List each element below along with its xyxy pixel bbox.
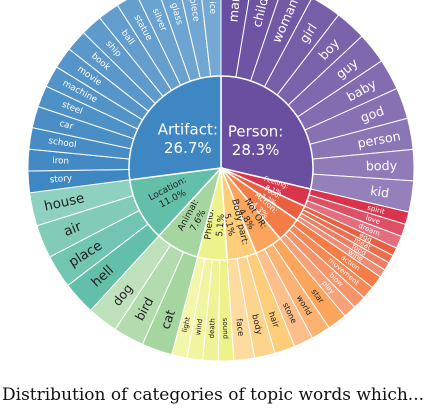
outer-label-car: car bbox=[58, 119, 74, 132]
inner-percent-pheno: 5.1% bbox=[215, 213, 227, 237]
outer-label-ice: ice bbox=[207, 1, 218, 14]
outer-label-death: death bbox=[208, 318, 217, 339]
outer-label-wind: wind bbox=[194, 318, 204, 335]
outer-label-body: body bbox=[250, 313, 264, 335]
figure-caption: Distribution of categories of topic word… bbox=[2, 385, 425, 405]
sunburst-chart: man childwomangirlboyguybabygodpersonbody… bbox=[27, 0, 415, 362]
inner-slice-artifact bbox=[128, 75, 222, 181]
inner-label-artifact: Artifact: bbox=[158, 121, 218, 139]
outer-label-air: air bbox=[61, 218, 84, 240]
inner-slice-person bbox=[220, 75, 314, 190]
inner-percent-artifact: 26.7% bbox=[164, 139, 212, 157]
outer-label-piece: piece bbox=[187, 0, 201, 22]
outer-label-body: body bbox=[366, 158, 398, 173]
outer-label-man: man bbox=[226, 0, 243, 23]
outer-label-story: story bbox=[49, 174, 72, 186]
inner-percent-person: 28.3% bbox=[232, 141, 280, 159]
outer-label-sound: sound bbox=[221, 318, 230, 339]
outer-label-kid: kid bbox=[369, 183, 390, 201]
outer-label-iron: iron bbox=[52, 156, 69, 167]
outer-label-school: school bbox=[48, 136, 77, 150]
outer-label-light: light bbox=[181, 316, 192, 333]
outer-label-face: face bbox=[234, 318, 246, 337]
inner-label-person: Person: bbox=[228, 122, 283, 140]
outer-label-cat: cat bbox=[157, 308, 178, 331]
